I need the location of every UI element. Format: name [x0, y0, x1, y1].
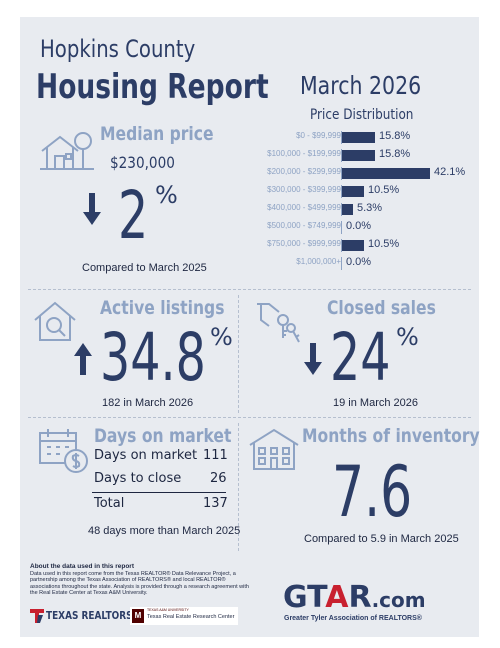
dom-row-label: Days on market	[94, 448, 198, 463]
price-range-label: $300,000 - $399,999	[267, 185, 341, 194]
median-price-change: 2	[118, 177, 149, 254]
house-search-icon	[34, 301, 76, 341]
price-axis-tick	[341, 203, 342, 216]
price-range-label: $0 - $99,999	[296, 131, 341, 140]
divider	[238, 423, 239, 551]
active-listings-title: Active listings	[100, 297, 225, 319]
price-range-label: $200,000 - $299,999	[267, 167, 341, 176]
arrow-down-icon	[83, 193, 101, 225]
price-bar	[342, 168, 430, 179]
price-bar	[342, 186, 364, 197]
texas-realtors-mark-icon	[30, 609, 44, 623]
hand-keys-icon	[257, 303, 300, 343]
price-bar	[342, 132, 375, 143]
price-axis-tick	[341, 131, 342, 144]
active-listings-note: 182 in March 2026	[102, 397, 194, 409]
dom-total-value: 137	[203, 496, 228, 511]
price-axis-tick	[341, 149, 342, 162]
price-axis-tick	[341, 185, 342, 198]
report-title: Housing Report	[36, 67, 269, 107]
about-title: About the data used in this report	[30, 563, 135, 570]
months-inventory-title: Months of inventory	[302, 425, 480, 447]
price-bar	[342, 150, 375, 161]
price-row: $100,000 - $199,999 15.8%	[20, 147, 479, 163]
price-row: $500,000 - $749,999 0.0%	[20, 219, 479, 235]
months-inventory-note: Compared to 5.9 in March 2025	[304, 533, 459, 545]
tamu-university-label: TEXAS A&M UNIVERSITY	[147, 608, 189, 612]
price-row: $300,000 - $399,999 10.5%	[20, 183, 479, 199]
gtar-subtitle: Greater Tyler Association of REALTORS®	[284, 615, 422, 622]
closed-sales-change: 24	[330, 319, 391, 396]
gtar-logo: GTAR.com	[283, 580, 426, 615]
price-axis-tick	[341, 221, 342, 234]
price-row: $0 - $99,999 15.8%	[20, 129, 479, 145]
closed-sales-note: 19 in March 2026	[333, 397, 418, 409]
price-row: $1,000,000+ 0.0%	[20, 255, 479, 271]
county-title: Hopkins County	[40, 35, 196, 63]
price-distribution-title: Price Distribution	[310, 107, 414, 123]
report-page: Hopkins County Housing Report March 2026…	[20, 17, 480, 637]
price-percent-label: 42.1%	[434, 166, 466, 178]
price-axis-tick	[341, 239, 342, 252]
median-price-note: Compared to March 2025	[82, 262, 207, 274]
price-range-label: $400,000 - $499,999	[267, 203, 341, 212]
days-on-market-note: 48 days more than March 2025	[88, 525, 241, 537]
median-price-percent-sign: %	[155, 181, 178, 209]
price-percent-label: 10.5%	[368, 184, 400, 196]
divider	[28, 289, 471, 290]
closed-sales-title: Closed sales	[327, 297, 436, 319]
price-range-label: $1,000,000+	[296, 257, 341, 266]
closed-sales-percent-sign: %	[396, 323, 419, 351]
calendar-dollar-icon	[39, 429, 88, 473]
median-price-value: $230,000	[110, 153, 175, 172]
total-rule	[92, 492, 226, 493]
active-listings-percent-sign: %	[210, 323, 233, 351]
arrow-down-icon	[304, 343, 322, 375]
house-tree-icon	[40, 132, 94, 170]
dom-total-label: Total	[94, 496, 125, 511]
median-price-title: Median price	[100, 123, 214, 145]
price-row: $400,000 - $499,999 5.3%	[20, 201, 479, 217]
price-row: $750,000 - $999,999 10.5%	[20, 237, 479, 253]
price-range-label: $750,000 - $999,999	[267, 239, 341, 248]
price-range-label: $100,000 - $199,999	[267, 149, 341, 158]
price-percent-label: 15.8%	[379, 130, 411, 142]
dom-row-value: 111	[203, 448, 228, 463]
price-percent-label: 0.0%	[346, 220, 372, 232]
dom-row-value: 26	[210, 471, 227, 486]
about-text: Data used in this report come from the T…	[30, 571, 249, 597]
divider	[28, 417, 471, 418]
arrow-up-icon	[74, 343, 92, 375]
building-icon	[249, 428, 299, 470]
price-percent-label: 5.3%	[357, 202, 383, 214]
divider	[238, 295, 239, 413]
price-bar	[342, 240, 364, 251]
price-distribution-chart: $0 - $99,999 15.8% $100,000 - $199,999 15.8…	[20, 129, 479, 270]
price-percent-label: 15.8%	[379, 148, 411, 160]
price-bar	[342, 204, 353, 215]
days-on-market-title: Days on market	[94, 425, 232, 447]
price-axis-tick	[341, 167, 342, 180]
months-inventory-value: 7.6	[332, 451, 413, 533]
price-percent-label: 0.0%	[346, 256, 372, 268]
price-axis-tick	[341, 257, 342, 270]
active-listings-change: 34.8	[100, 319, 206, 396]
texas-realtors-logo: TEXAS REALTORS	[46, 610, 133, 622]
price-row: $200,000 - $299,999 42.1%	[20, 165, 479, 181]
price-percent-label: 10.5%	[368, 238, 400, 250]
price-range-label: $500,000 - $749,999	[267, 221, 341, 230]
tamu-center-label: Texas Real Estate Research Center	[147, 614, 235, 620]
tamu-logo: M TEXAS A&M UNIVERSITY Texas Real Estate…	[130, 607, 238, 625]
report-month: March 2026	[300, 71, 422, 100]
tamu-mark-icon: M	[132, 609, 144, 623]
dom-row-label: Days to close	[94, 471, 182, 486]
